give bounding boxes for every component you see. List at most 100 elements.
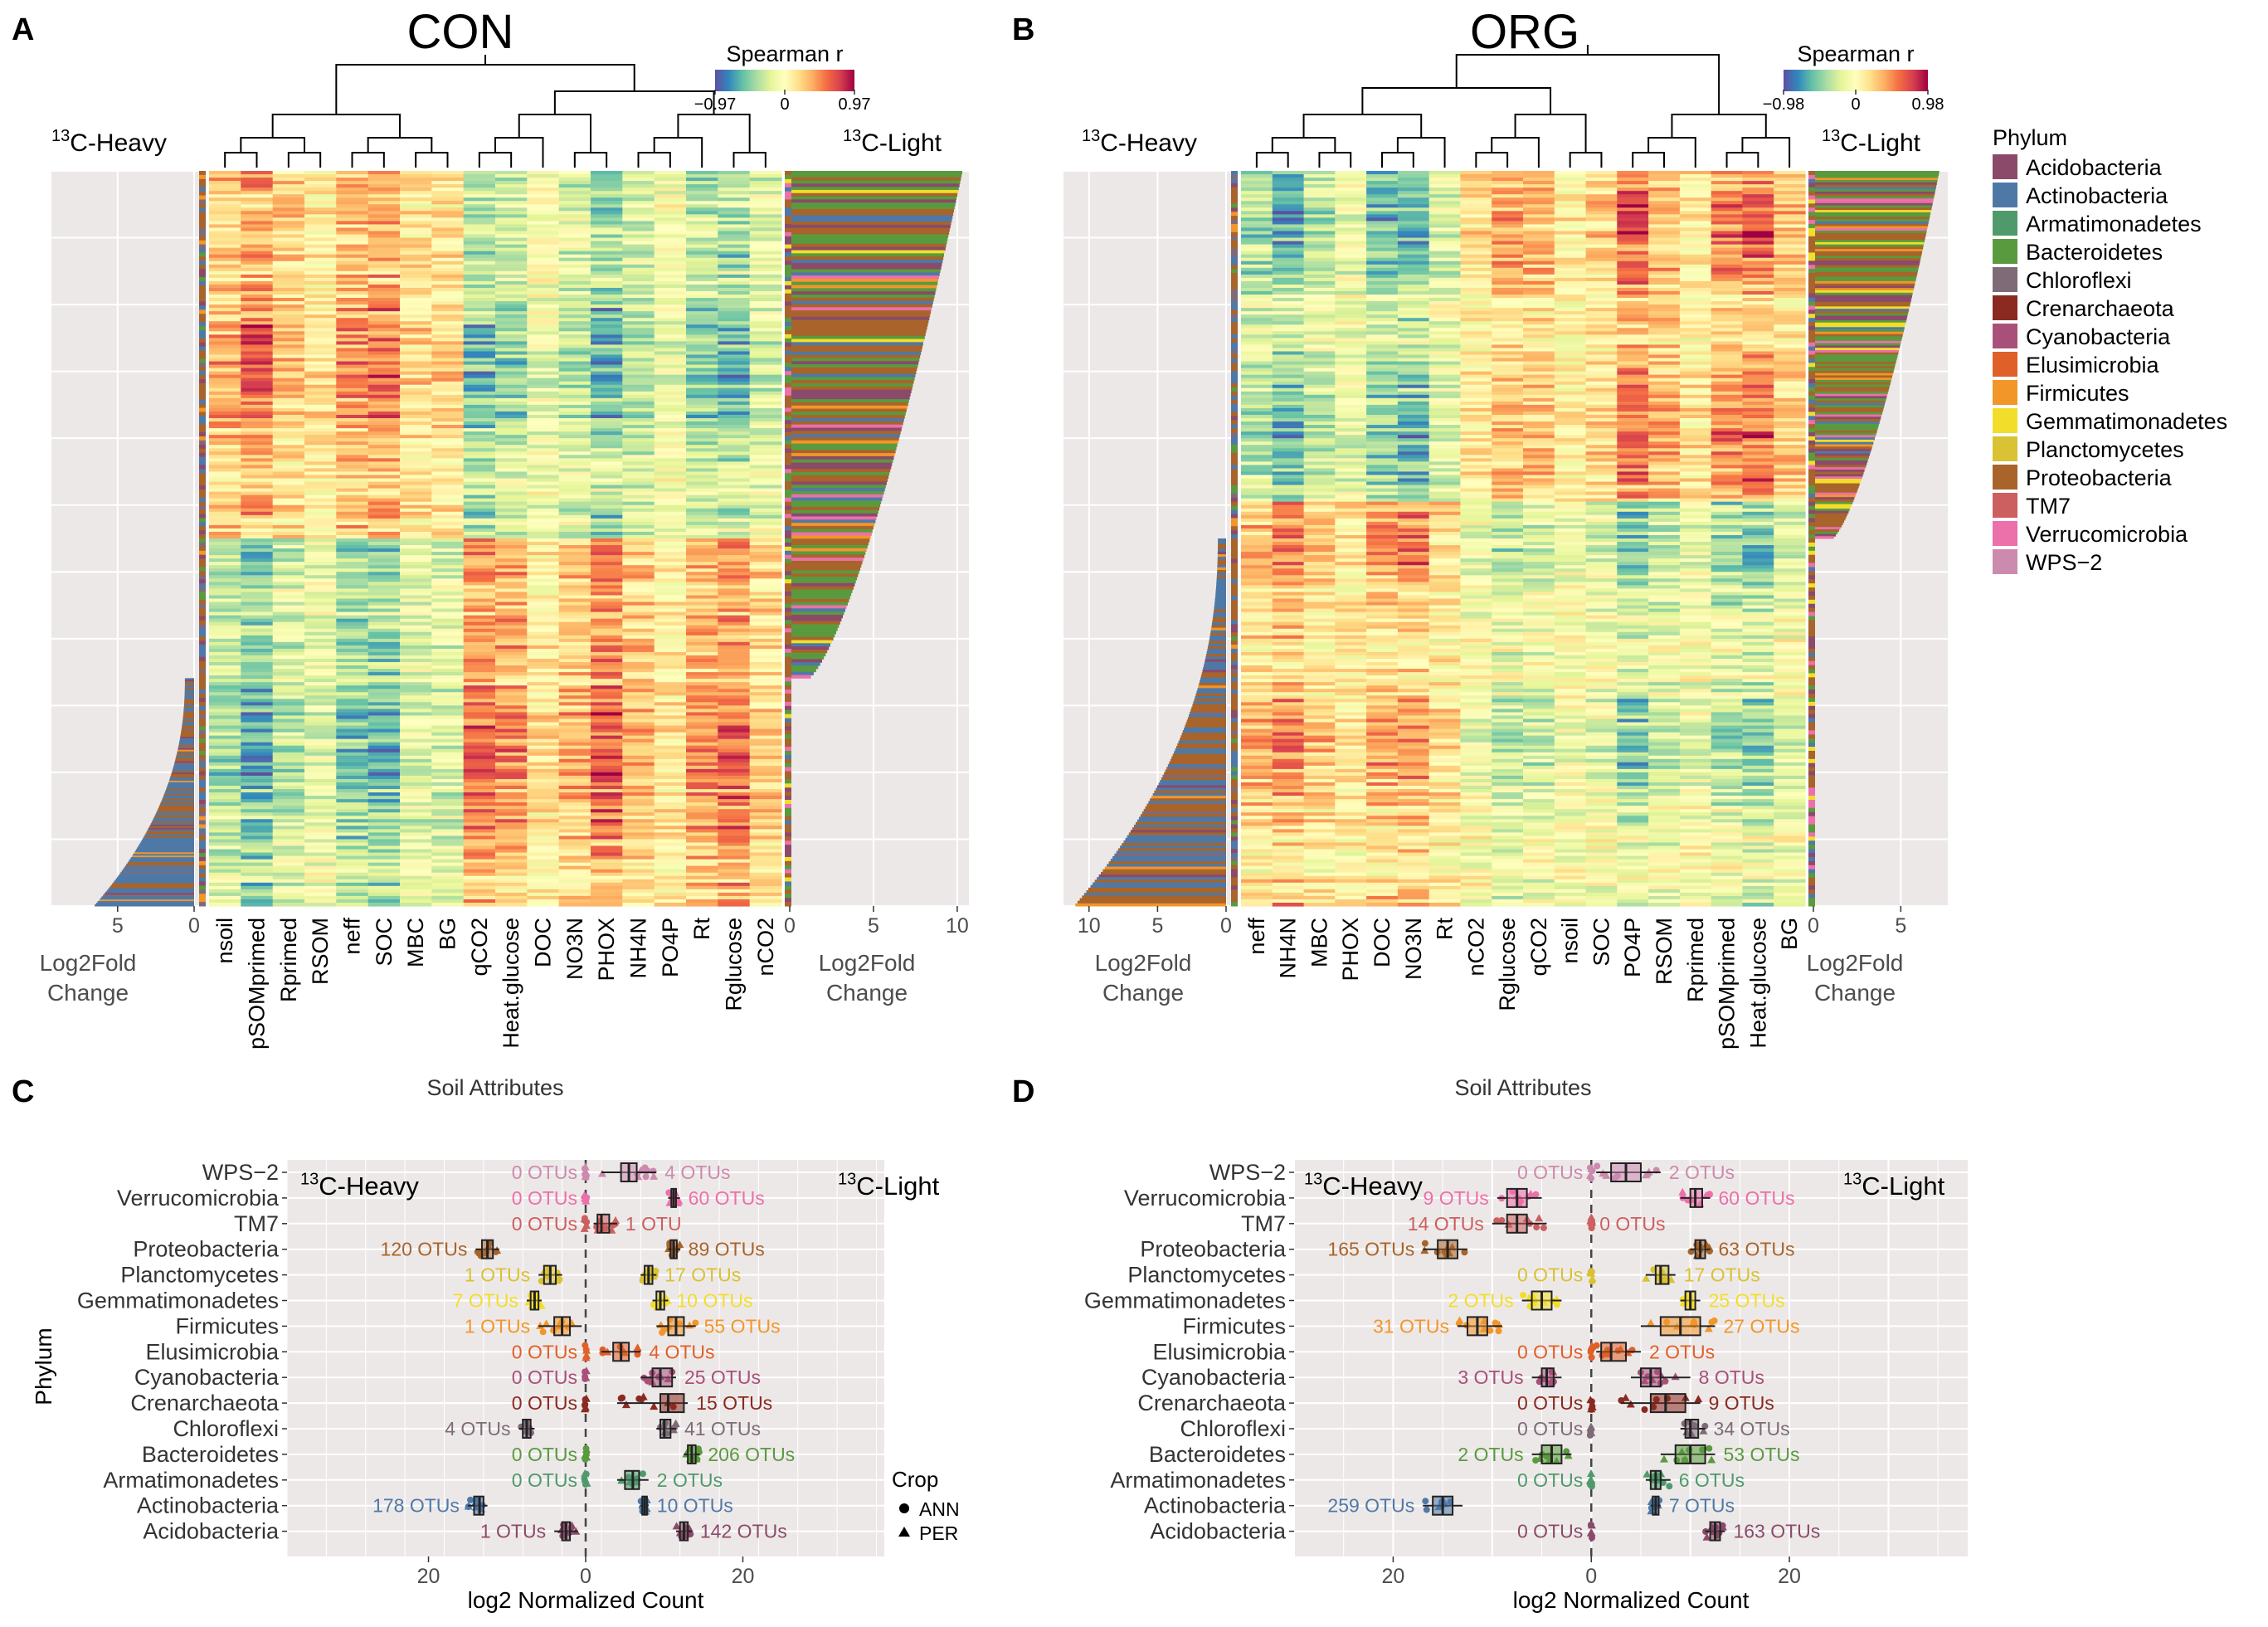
- heavy-phylum-annotation-cell: [199, 726, 206, 731]
- light-phylum-annotation-cell: [785, 722, 791, 727]
- heavy-otu-bar: [1139, 816, 1226, 821]
- heatmap-cell: [367, 455, 401, 459]
- light-phylum-annotation-cell: [785, 734, 791, 739]
- heatmap-cell: [591, 404, 623, 409]
- heatmap-cell: [622, 762, 655, 767]
- heatmap-cell: [558, 270, 591, 275]
- heatmap-cell: [400, 611, 432, 616]
- heatmap-cell: [463, 832, 496, 837]
- heatmap-cell: [718, 368, 751, 373]
- heatmap-cell: [622, 568, 655, 572]
- heatmap-cell: [686, 504, 718, 509]
- heatmap-cell: [431, 762, 465, 767]
- heatmap-cell: [463, 562, 496, 566]
- heatmap-cell: [749, 231, 782, 236]
- heatmap-cell: [749, 494, 782, 499]
- light-otu-bar: [790, 415, 905, 419]
- light-phylum-annotation-cell: [785, 416, 791, 421]
- heatmap-cell: [495, 511, 528, 516]
- heatmap-cell: [272, 542, 305, 546]
- light-phylum-annotation-cell: [785, 220, 791, 225]
- heatmap-cell: [463, 669, 496, 673]
- heatmap-cell: [591, 280, 623, 285]
- heatmap-cell: [304, 552, 337, 556]
- heatmap-cell: [304, 592, 337, 597]
- heatmap-cell: [336, 257, 369, 262]
- heatmap-cell: [749, 655, 782, 660]
- heatmap-cell: [463, 835, 496, 840]
- heatmap-cell: [749, 528, 782, 533]
- heavy-phylum-annotation-cell: [199, 522, 206, 527]
- heatmap-cell: [654, 504, 687, 509]
- heatmap-cell: [304, 318, 337, 322]
- heatmap-cell: [654, 237, 687, 242]
- light-otu-bar: [790, 326, 927, 330]
- heatmap-cell: [304, 197, 337, 202]
- heatmap-cell: [241, 728, 274, 733]
- heatmap-cell: [367, 832, 401, 837]
- heatmap-cell: [304, 247, 337, 252]
- heatmap-cell: [336, 368, 369, 373]
- light-otu-bar: [790, 243, 947, 248]
- heatmap-cell: [272, 608, 305, 613]
- heatmap-cell: [272, 251, 305, 256]
- heatmap-cell: [431, 655, 465, 660]
- heatmap-cell: [686, 471, 718, 476]
- heatmap-cell: [654, 471, 687, 476]
- heavy-otu-bar: [161, 800, 194, 802]
- heatmap-cell: [400, 254, 432, 259]
- heavy-phylum-annotation-cell: [199, 832, 206, 837]
- heavy-otu-bar: [184, 684, 194, 687]
- heatmap-cell: [749, 171, 782, 175]
- heatmap-cell: [367, 885, 401, 890]
- heatmap-cell: [495, 328, 528, 332]
- heatmap-cell: [431, 374, 465, 379]
- heatmap-cell: [527, 178, 560, 182]
- heatmap-cell: [336, 872, 369, 877]
- heatmap-cell: [367, 806, 401, 810]
- heatmap-cell: [622, 879, 655, 884]
- heatmap-cell: [749, 514, 782, 519]
- heatmap-cell: [718, 631, 751, 636]
- heavy-otu-bar: [105, 891, 194, 894]
- heatmap-cell: [241, 738, 274, 743]
- heavy-phylum-annotation-cell: [199, 681, 206, 686]
- heatmap-cell: [749, 768, 782, 773]
- heatmap-cell: [495, 709, 528, 714]
- heatmap-cell: [367, 207, 401, 212]
- heatmap-cell: [272, 555, 305, 559]
- heavy-otu-bar: [1213, 611, 1226, 616]
- heatmap-cell: [304, 514, 337, 519]
- heavy-otu-bar: [1108, 861, 1226, 865]
- light-phylum-annotation-cell: [785, 301, 791, 306]
- heatmap-cell: [336, 786, 369, 790]
- heatmap-cell: [654, 207, 687, 212]
- heatmap-cell: [686, 227, 718, 232]
- dendrogram-branch: [335, 64, 635, 114]
- heatmap-cell: [654, 368, 687, 373]
- heatmap-cell: [495, 314, 528, 319]
- heatmap-cell: [527, 538, 560, 543]
- heatmap-cell: [686, 318, 718, 322]
- heatmap-cell: [622, 745, 655, 750]
- heatmap-cell: [209, 478, 241, 483]
- heatmap-cell: [749, 358, 782, 363]
- heatmap-cell: [304, 655, 337, 660]
- heatmap-cell: [558, 712, 591, 717]
- heatmap-cell: [209, 802, 241, 806]
- heavy-otu-bar: [1184, 727, 1226, 731]
- heavy-phylum-annotation-cell: [199, 800, 206, 805]
- heatmap-cell: [749, 699, 782, 703]
- heatmap-cell: [686, 534, 718, 539]
- heatmap-cell: [463, 725, 496, 730]
- heatmap-cell: [431, 498, 465, 503]
- heatmap-cell: [304, 679, 337, 683]
- heatmap-cell: [304, 324, 337, 329]
- heatmap-cell: [558, 709, 591, 714]
- heatmap-cell: [463, 735, 496, 740]
- heatmap-cell: [431, 786, 465, 790]
- heatmap-cell: [622, 188, 655, 192]
- heavy-otu-bar: [1217, 559, 1226, 563]
- heatmap-cell: [718, 675, 751, 680]
- column-label-BG: BG: [436, 918, 460, 950]
